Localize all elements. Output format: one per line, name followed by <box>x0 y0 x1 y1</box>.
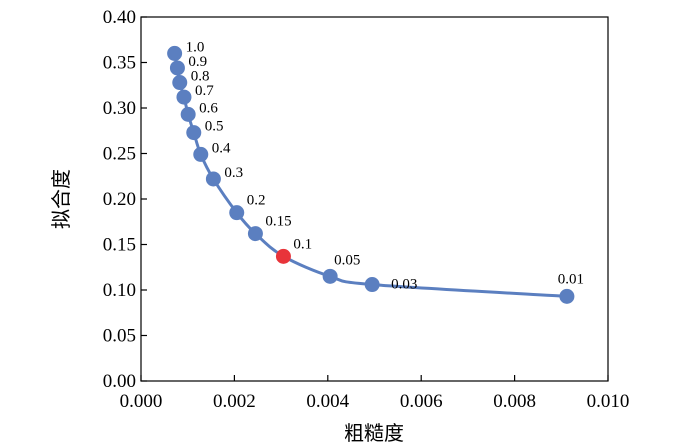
y-tick-label: 0.05 <box>103 326 136 347</box>
point-label: 0.6 <box>199 100 218 116</box>
data-point <box>559 288 575 304</box>
highlight-point <box>275 248 291 264</box>
data-point <box>193 146 209 162</box>
data-point <box>364 277 380 293</box>
point-label: 0.15 <box>265 214 291 230</box>
plot-frame <box>140 16 609 382</box>
y-tick-label: 0.00 <box>103 371 136 392</box>
point-label: 0.01 <box>558 271 584 287</box>
y-tick-label: 0.25 <box>103 144 136 165</box>
point-labels: 1.00.90.80.70.6 0.5 0.4 0.30.2 0.150.1 0.05 0.… <box>186 39 584 292</box>
x-tick-label: 0.008 <box>493 391 536 412</box>
x-tick-label: 0.004 <box>306 391 349 412</box>
y-tick-label: 0.15 <box>103 235 136 256</box>
y-tick-label: 0.35 <box>103 53 136 74</box>
data-point <box>322 268 338 284</box>
axis-ticks: 0.000 0.002 0.004 0.006 0.008 0.010 0.00 0.05 0.… <box>103 7 630 412</box>
point-label: 0.2 <box>247 193 266 209</box>
data-point <box>205 171 221 187</box>
point-label: 0.5 <box>205 119 224 135</box>
point-label: 0.7 <box>195 83 214 99</box>
point-label: 1.0 <box>186 39 205 55</box>
y-tick-label: 0.30 <box>103 98 136 119</box>
data-point <box>176 89 192 105</box>
point-label: 0.3 <box>224 165 243 181</box>
data-point <box>167 45 183 61</box>
data-point <box>229 205 245 221</box>
x-tick-label: 0.000 <box>120 391 163 412</box>
data-point <box>180 106 196 122</box>
point-label: 0.05 <box>334 252 360 268</box>
x-tick-label: 0.010 <box>587 391 630 412</box>
point-label: 0.8 <box>191 69 210 85</box>
point-label: 0.1 <box>293 236 312 252</box>
y-tick-label: 0.40 <box>103 7 136 28</box>
data-point <box>186 125 202 141</box>
x-tick-label: 0.006 <box>400 391 443 412</box>
data-point <box>247 226 263 242</box>
point-label: 0.9 <box>188 54 207 70</box>
y-axis-title: 拟合度 <box>49 169 73 229</box>
x-tick-label: 0.002 <box>213 391 256 412</box>
x-axis-title: 粗糙度 <box>344 421 404 445</box>
point-label: 0.4 <box>212 140 231 156</box>
y-tick-label: 0.10 <box>103 280 136 301</box>
point-label: 0.03 <box>391 277 417 293</box>
y-tick-label: 0.20 <box>103 189 136 210</box>
data-point <box>172 75 188 91</box>
series-points <box>167 45 575 304</box>
data-point <box>169 60 185 76</box>
